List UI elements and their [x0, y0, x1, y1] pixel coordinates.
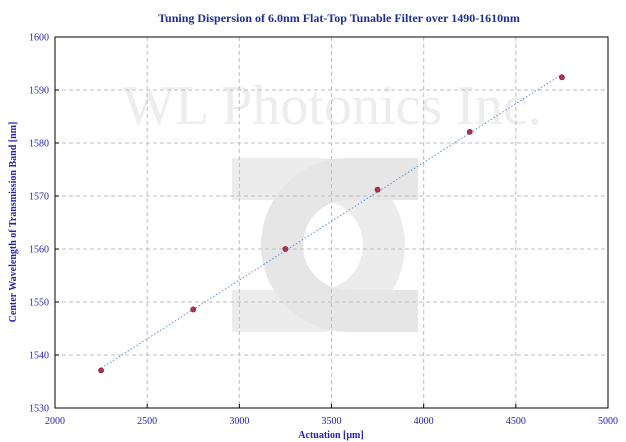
watermark-text: WL Photonics Inc. [122, 75, 541, 137]
y-tick-label: 1580 [29, 139, 49, 150]
trendline [100, 73, 563, 369]
y-tick-label: 1590 [29, 86, 49, 97]
data-points [98, 74, 565, 374]
data-point [98, 367, 104, 374]
wl-photonics-logo-icon [232, 158, 418, 332]
x-tick-label: 3000 [229, 416, 249, 427]
y-tick-label: 1570 [29, 192, 49, 203]
data-point [466, 128, 473, 135]
x-tick-label: 3500 [322, 416, 342, 427]
y-tick-label: 1550 [29, 298, 49, 309]
watermark: WL Photonics Inc. [122, 75, 542, 332]
axis-ticks: 2000 2500 3000 3500 4000 4500 5000 1530 1540 1550… [29, 33, 618, 428]
x-tick-label: 2000 [45, 416, 65, 427]
y-tick-label: 1600 [29, 33, 49, 44]
data-point [559, 74, 565, 81]
data-point [190, 306, 197, 313]
x-axis-label: Actuation [μm] [298, 430, 363, 441]
trendline-layer [100, 73, 563, 369]
grid [55, 37, 608, 408]
x-tick-label: 2500 [137, 416, 157, 427]
data-point [282, 246, 289, 252]
y-tick-label: 1530 [29, 404, 49, 415]
y-tick-label: 1540 [29, 351, 49, 362]
y-tick-label: 1560 [29, 245, 49, 256]
x-tick-label: 4000 [414, 416, 434, 427]
data-point [374, 186, 381, 193]
chart-title: Tuning Dispersion of 6.0nm Flat-Top Tuna… [158, 11, 520, 25]
y-axis-label: Center Wavelength of Transmission Band [… [8, 122, 19, 323]
x-tick-label: 5000 [598, 416, 618, 427]
x-tick-label: 4500 [506, 416, 526, 427]
